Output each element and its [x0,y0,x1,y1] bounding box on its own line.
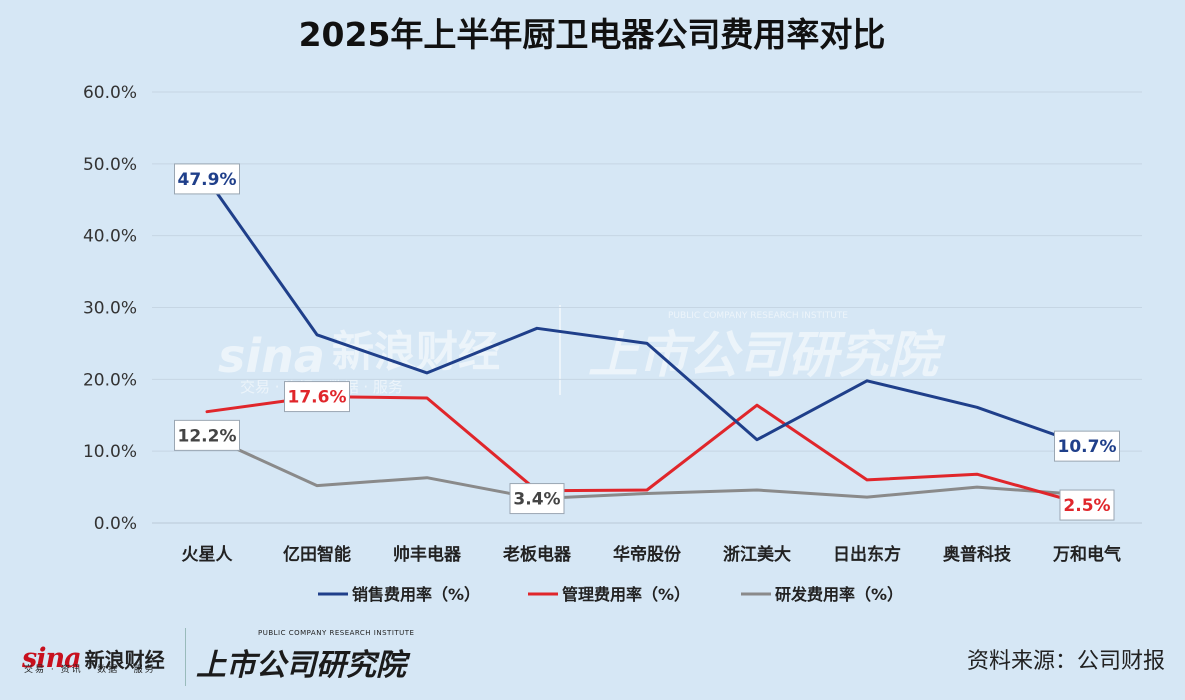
logo-divider [185,628,186,686]
y-tick-label: 50.0% [83,155,137,175]
svg-text:3.4%: 3.4% [513,490,560,510]
data-label: 47.9% [174,163,240,195]
chart-title: 2025年上半年厨卫电器公司费用率对比 [299,15,886,54]
svg-text:10.7%: 10.7% [1058,437,1117,457]
legend-item-2: 研发费用率（%） [741,585,903,604]
svg-text:47.9%: 47.9% [178,170,237,190]
x-category-label: 奥普科技 [943,544,1012,565]
series-line-2 [205,433,1089,501]
data-label: 10.7% [1054,430,1120,462]
y-tick-label: 60.0% [83,83,137,103]
sina-logo-cn: 新浪财经 [84,647,165,672]
research-institute-logo: PUBLIC COMPANY RESEARCH INSTITUTE 上市公司研究… [196,628,416,688]
x-category-label: 帅丰电器 [393,544,462,565]
institute-logo-en: PUBLIC COMPANY RESEARCH INSTITUTE [258,629,415,637]
svg-text:12.2%: 12.2% [178,426,237,446]
x-category-label: 华帝股份 [613,544,682,565]
legend-item-1: 管理费用率（%） [528,585,690,604]
y-tick-label: 40.0% [83,227,137,247]
x-axis-categories: 火星人 亿田智能 帅丰电器 老板电器 华帝股份 浙江美大 日出东方 奥普科技 万和电气 [182,544,1122,565]
watermark-inst-en: PUBLIC COMPANY RESEARCH INSTITUTE [668,311,848,321]
x-category-label: 日出东方 [833,544,901,565]
data-label: 17.6% [284,381,350,413]
x-category-label: 老板电器 [502,544,572,565]
series-lines [205,177,1089,507]
x-category-label: 浙江美大 [723,544,791,565]
svg-text:2.5%: 2.5% [1063,496,1110,516]
y-tick-label: 30.0% [83,299,137,319]
sina-logo-text: sina [22,642,82,674]
data-source: 资料来源：公司财报 [966,649,1165,674]
series-line-1 [205,395,1089,507]
watermark-sina-text: sina [218,329,325,383]
y-tick-label: 20.0% [83,370,137,390]
legend: 销售费用率（%） 管理费用率（%） 研发费用率（%） [318,585,903,604]
data-label: 2.5% [1059,489,1115,521]
y-axis-ticks: 0.0% 10.0% 20.0% 30.0% 40.0% 50.0% 60.0% [83,83,137,534]
grid-lines [152,91,1142,524]
data-label: 3.4% [509,483,565,515]
svg-text:17.6%: 17.6% [288,388,347,408]
data-label: 12.2% [174,419,240,451]
y-tick-label: 10.0% [83,442,137,462]
legend-label: 销售费用率（%） [352,585,480,604]
sina-finance-logo: sina 新浪财经 [22,628,165,688]
sina-logo-subtitle: 交易 · 资讯 · 数据 · 服务 [24,665,156,675]
legend-label: 管理费用率（%） [562,585,690,604]
x-category-label: 亿田智能 [283,544,351,565]
x-category-label: 火星人 [182,545,234,565]
footer: sina 新浪财经 交易 · 资讯 · 数据 · 服务 PUBLIC COMPA… [0,620,1185,700]
legend-label: 研发费用率（%） [775,585,903,604]
legend-item-0: 销售费用率（%） [318,585,480,604]
series-line-0 [205,177,1089,448]
watermark-inst-cn: 上市公司研究院 [588,326,946,384]
x-category-label: 万和电气 [1052,544,1121,565]
institute-logo-cn: 上市公司研究院 [196,648,406,683]
data-labels: 47.9% 10.7% 17.6% 2.5% 12.2% 3.4% [174,163,1120,521]
y-tick-label: 0.0% [94,514,137,534]
